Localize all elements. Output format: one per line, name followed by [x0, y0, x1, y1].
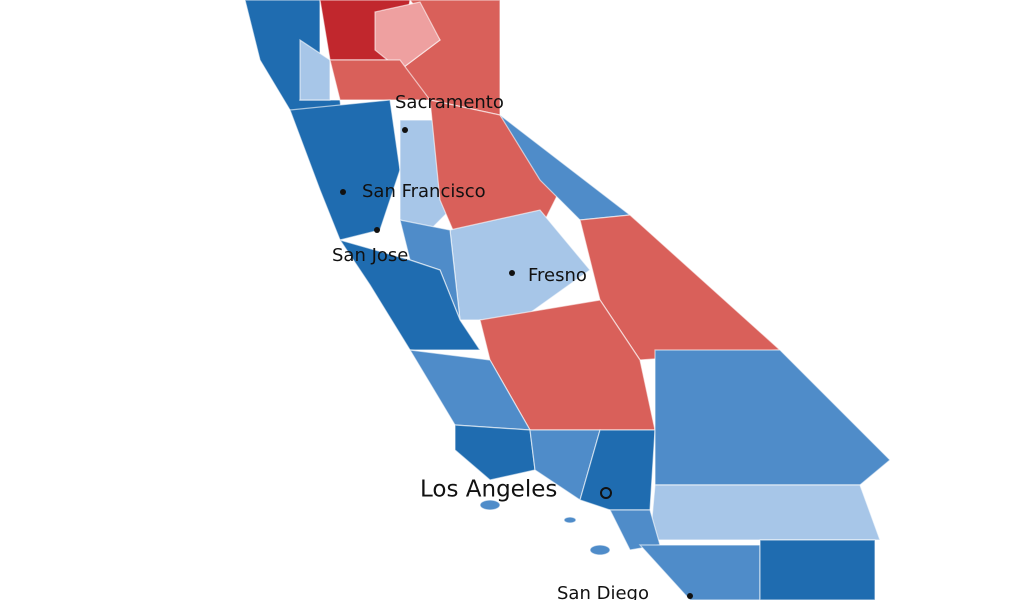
city-dot: [374, 227, 380, 233]
county: [374, 1, 441, 71]
city-label: Fresno: [528, 265, 587, 286]
city-dot: [402, 127, 408, 133]
city-label: San Jose: [332, 245, 408, 266]
city-labels: Sacramento San Francisco San Jose Fresno…: [332, 92, 649, 600]
island: [589, 544, 611, 556]
island: [479, 499, 501, 511]
county: [649, 484, 881, 541]
counties: [244, 0, 891, 600]
city-dot: [600, 487, 612, 499]
city-label: Los Angeles: [420, 477, 557, 503]
county: [329, 59, 432, 101]
city-dot: [509, 270, 515, 276]
county: [289, 99, 401, 241]
city-label: Sacramento: [395, 92, 504, 113]
island: [563, 516, 577, 524]
city-dot: [340, 189, 346, 195]
county: [338, 238, 482, 351]
city-dots: [340, 127, 693, 599]
county: [299, 38, 331, 101]
county: [654, 349, 891, 486]
county: [454, 424, 536, 481]
county: [638, 544, 761, 600]
city-dot: [687, 593, 693, 599]
county: [759, 539, 876, 600]
city-label: San Francisco: [362, 181, 486, 202]
city-label: San Diego: [557, 583, 649, 600]
